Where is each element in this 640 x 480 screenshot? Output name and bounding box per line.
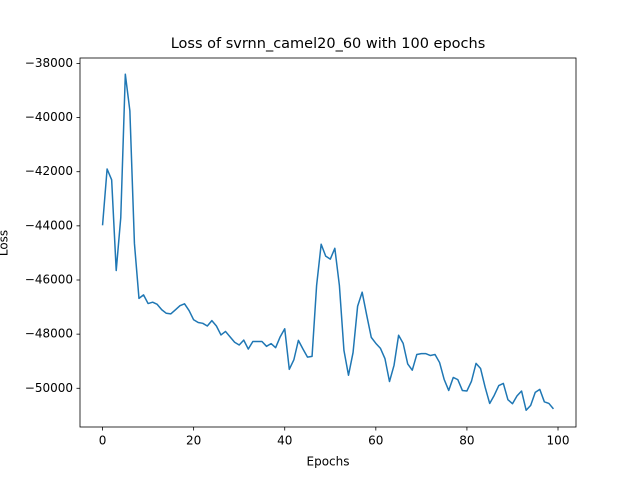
x-tick-label: 20	[186, 434, 201, 448]
x-tick-label: 60	[368, 434, 383, 448]
chart-title: Loss of svrnn_camel20_60 with 100 epochs	[171, 36, 486, 52]
x-tick-label: 40	[277, 434, 292, 448]
x-tick-label: 100	[547, 434, 570, 448]
x-axis-label: Epochs	[307, 455, 350, 469]
y-tick-label: −46000	[25, 272, 73, 286]
y-tick-label: −44000	[25, 218, 73, 232]
y-tick-label: −50000	[25, 381, 73, 395]
line-series	[101, 73, 555, 411]
x-tick-label: 0	[99, 434, 107, 448]
x-tick-label: 80	[459, 434, 474, 448]
y-axis-label: Loss	[0, 230, 11, 256]
y-tick-label: −40000	[25, 110, 73, 124]
y-tick-label: −38000	[25, 56, 73, 70]
y-tick-label: −48000	[25, 327, 73, 341]
y-tick-label: −42000	[25, 164, 73, 178]
axes-frame	[79, 57, 577, 428]
